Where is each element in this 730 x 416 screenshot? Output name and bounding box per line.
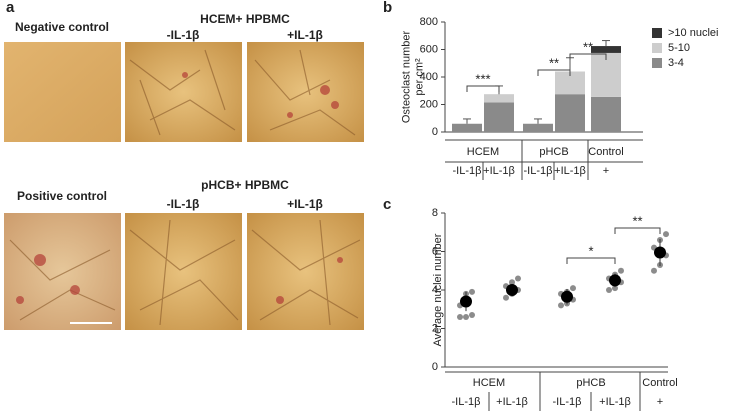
y-axis-label: Average nuclei number (432, 233, 444, 346)
data-point (663, 231, 669, 238)
panel-label: a (6, 0, 15, 16)
group-label: pHCB+ HPBMC (201, 178, 289, 192)
data-point (503, 294, 509, 301)
data-point (463, 313, 469, 320)
group-label: pHCB (539, 146, 568, 158)
legend-label: 3-4 (668, 57, 684, 69)
y-tick-label: 0 (432, 126, 438, 138)
significance-label: ** (583, 39, 593, 54)
control-label: Negative control (15, 20, 109, 34)
x-tick-label: -IL-1β (453, 165, 482, 177)
significance-label: *** (475, 71, 490, 86)
y-tick-label: 200 (420, 98, 438, 110)
group-label: HCEM (467, 146, 499, 158)
image (4, 42, 121, 142)
significance-label: ** (549, 55, 559, 70)
cells (9, 49, 361, 326)
data-point (570, 285, 576, 292)
image (4, 213, 121, 330)
condition-label: +IL-1β (287, 28, 323, 42)
data-point (469, 312, 475, 319)
legend-label: >10 nuclei (668, 27, 718, 39)
group-label: HCEM+ HPBMC (200, 12, 290, 26)
y-tick-label: 6 (432, 245, 438, 257)
condition-label: -IL-1β (167, 28, 200, 42)
y-tick-label: 600 (420, 43, 438, 55)
y-tick-label: 800 (420, 16, 438, 28)
group-label: pHCB (576, 377, 605, 389)
x-tick-label: +IL-1β (496, 396, 528, 408)
y-tick-label: 2 (432, 322, 438, 334)
y-axis-label: per cm² (413, 58, 425, 96)
significance-bracket (566, 257, 616, 264)
x-tick-label: +IL-1β (483, 165, 515, 177)
x-tick-label: + (603, 165, 609, 177)
bar-segment (523, 123, 553, 132)
mean-marker (561, 290, 573, 303)
significance-bracket (569, 53, 607, 60)
y-tick-label: 400 (420, 71, 438, 83)
mean-marker (460, 295, 472, 308)
control-label: Positive control (17, 189, 107, 203)
x-tick-label: +IL-1β (554, 165, 586, 177)
images (4, 42, 364, 330)
data-point (515, 275, 521, 282)
mean-marker (609, 274, 621, 287)
significance-label: ** (632, 213, 642, 228)
y-tick-label: 4 (432, 284, 438, 296)
legend-swatch (652, 58, 662, 68)
bar-segment (591, 52, 621, 97)
panel-label: b (383, 0, 392, 16)
mean-marker (654, 246, 666, 259)
data-point (509, 279, 515, 286)
y-tick-label: 8 (432, 207, 438, 219)
data-point (618, 267, 624, 274)
image (125, 42, 242, 142)
y-axis-label: Osteoclast number (400, 31, 412, 124)
data-point (457, 313, 463, 320)
legend-swatch (652, 28, 662, 38)
group-label: Control (642, 377, 677, 389)
x-tick-label: +IL-1β (599, 396, 631, 408)
group-label: HCEM (473, 377, 505, 389)
panel-label: c (383, 196, 391, 213)
data-point (558, 302, 564, 309)
bar-segment (484, 102, 514, 132)
mean-marker (506, 284, 518, 296)
bar-segment (591, 46, 621, 53)
data-point (612, 285, 618, 292)
legend-label: 5-10 (668, 42, 690, 54)
bar-segment (452, 123, 482, 132)
data-point (606, 287, 612, 293)
legend-swatch (652, 43, 662, 53)
image (125, 213, 242, 330)
bar-segment (591, 96, 621, 132)
x-tick-label: -IL-1β (553, 396, 582, 408)
x-tick-label: -IL-1β (452, 396, 481, 408)
bar-segment (555, 94, 585, 132)
stain (16, 72, 343, 304)
condition-label: +IL-1β (287, 197, 323, 211)
data-point (651, 267, 657, 274)
y-tick-label: 0 (432, 361, 438, 373)
bar-segment (555, 71, 585, 95)
x-tick-label: + (657, 396, 663, 408)
image (247, 213, 364, 330)
data-point (469, 288, 475, 295)
significance-bracket (466, 85, 500, 92)
condition-label: -IL-1β (167, 197, 200, 211)
x-tick-label: -IL-1β (524, 165, 553, 177)
bar-segment (484, 94, 514, 103)
significance-bracket (614, 227, 661, 234)
significance-bracket (537, 69, 571, 76)
significance-label: * (588, 243, 593, 258)
group-label: Control (588, 146, 623, 158)
